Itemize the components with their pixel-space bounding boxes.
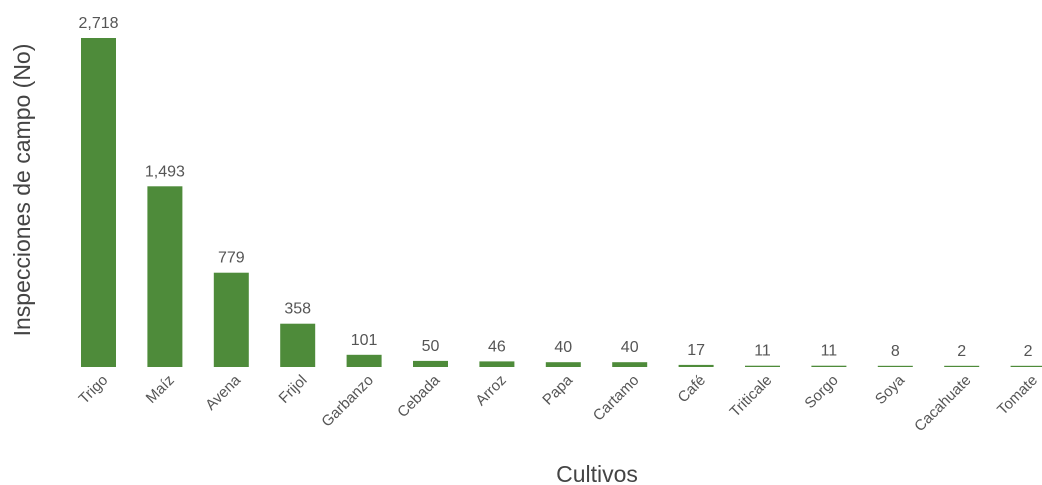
- data-label-trigo: 2,718: [78, 15, 118, 32]
- data-label-cartamo: 40: [621, 339, 639, 356]
- x-tick-label-cacahuate: Cacahuate: [911, 372, 974, 435]
- data-label-tomate: 2: [1024, 343, 1033, 360]
- data-label-frijol: 358: [284, 301, 311, 318]
- x-tick-label-cartamo: Cartamo: [590, 372, 643, 425]
- data-label-soya: 8: [891, 343, 900, 360]
- x-tick-label-trigo: Trigo: [76, 372, 112, 408]
- data-label-garbanzo: 101: [351, 332, 378, 349]
- data-label-arroz: 46: [488, 338, 506, 355]
- data-label-avena: 779: [218, 250, 245, 267]
- bar-soya: [877, 365, 913, 367]
- plot-area: 2,718 Trigo 1,493 Maíz 779 Avena 358 Frijol 101 G…: [76, 15, 1042, 435]
- bar-cebada: [413, 360, 448, 367]
- bar-tomate: [1010, 365, 1042, 367]
- data-label-triticale: 11: [754, 343, 771, 360]
- bar-trigo: [81, 38, 116, 367]
- bar-cacahuate: [944, 365, 980, 367]
- x-tick-label-sorgo: Sorgo: [801, 372, 841, 412]
- data-label-cafe: 17: [687, 342, 705, 359]
- bar-sorgo: [811, 365, 847, 367]
- x-tick-label-arroz: Arroz: [472, 372, 509, 409]
- data-label-maiz: 1,493: [145, 163, 185, 180]
- data-label-cacahuate: 2: [957, 343, 966, 360]
- bar-maiz: [147, 186, 183, 367]
- data-label-papa: 40: [554, 339, 572, 356]
- x-tick-label-garbanzo: Garbanzo: [318, 372, 377, 431]
- x-tick-label-frijol: Frijol: [276, 372, 311, 407]
- data-label-sorgo: 11: [821, 343, 838, 360]
- data-label-cebada: 50: [422, 338, 440, 355]
- bar-avena: [213, 272, 249, 367]
- x-tick-label-triticale: Triticale: [727, 372, 776, 421]
- bar-cafe: [678, 364, 714, 367]
- x-tick-label-papa: Papa: [539, 371, 576, 408]
- x-axis-label: Cultivos: [556, 461, 638, 485]
- bar-cartamo: [612, 362, 648, 367]
- x-tick-label-tomate: Tomate: [994, 372, 1041, 419]
- y-axis-label: Inspecciones de campo (No): [9, 44, 35, 337]
- bar-papa: [545, 362, 581, 367]
- bar-garbanzo: [346, 354, 382, 367]
- bar-frijol: [280, 323, 316, 367]
- x-tick-label-maiz: Maíz: [143, 372, 178, 407]
- bar-arroz: [479, 361, 515, 367]
- x-tick-label-cebada: Cebada: [394, 371, 444, 421]
- x-tick-label-soya: Soya: [872, 371, 909, 408]
- x-tick-label-avena: Avena: [202, 371, 244, 413]
- bar-triticale: [745, 365, 780, 367]
- x-tick-label-cafe: Café: [675, 372, 709, 406]
